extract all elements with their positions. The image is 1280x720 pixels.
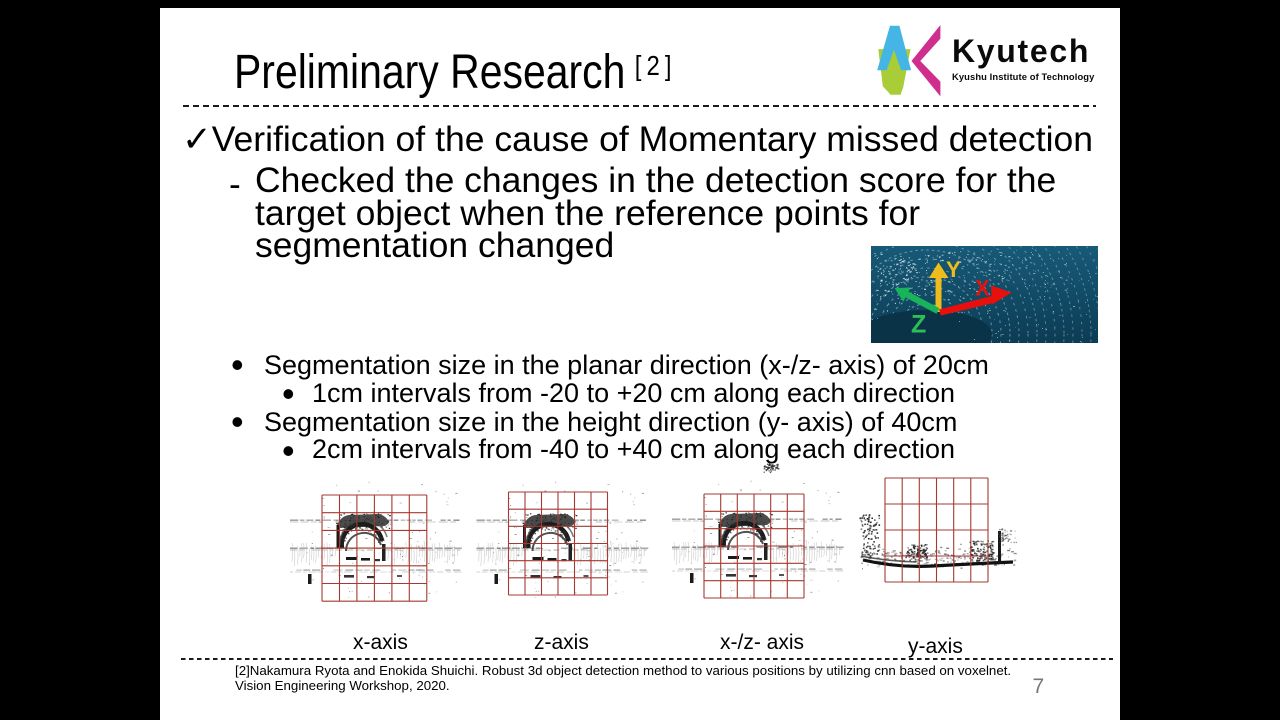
svg-text:Kyushu Institute of Technology: Kyushu Institute of Technology (952, 71, 1095, 82)
svg-text:Y: Y (946, 257, 961, 282)
svg-text:Z: Z (911, 311, 926, 339)
svg-text:X: X (975, 276, 990, 301)
svg-text:Kyutech: Kyutech (952, 33, 1090, 69)
